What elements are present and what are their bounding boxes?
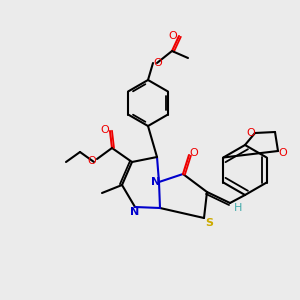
Text: H: H <box>234 203 242 213</box>
Text: N: N <box>152 177 160 187</box>
Text: O: O <box>88 156 96 166</box>
Text: S: S <box>205 218 213 228</box>
Text: O: O <box>247 128 255 138</box>
Text: O: O <box>169 31 177 41</box>
Text: O: O <box>279 148 287 158</box>
Text: O: O <box>190 148 198 158</box>
Text: O: O <box>100 125 109 135</box>
Text: N: N <box>130 207 140 217</box>
Text: O: O <box>154 58 162 68</box>
